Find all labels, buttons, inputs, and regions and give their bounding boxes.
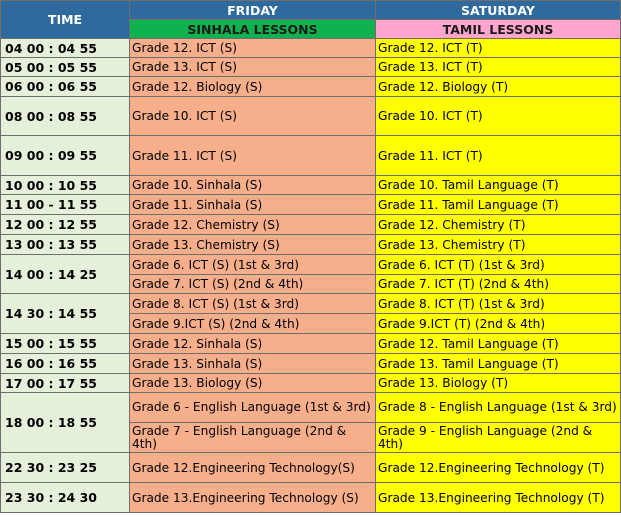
schedule-row: 15 00 : 15 55 Grade 12. Sinhala (S) Grade … [0, 333, 621, 354]
friday-lesson-cell: Grade 13. ICT (S) [129, 57, 376, 77]
friday-lesson-cell: Grade 6. ICT (S) (1st & 3rd) [129, 254, 376, 275]
saturday-lesson-cell: Grade 8 - English Language (1st & 3rd) [375, 392, 621, 423]
time-slot-cell: 15 00 : 15 55 [0, 333, 130, 354]
friday-lesson-cell: Grade 13. Chemistry (S) [129, 234, 376, 255]
friday-lesson-cell: Grade 8. ICT (S) (1st & 3rd) [129, 293, 376, 314]
time-slot-cell: 11 00 - 11 55 [0, 194, 130, 215]
schedule-row: 14 00 : 14 25 Grade 6. ICT (S) (1st & 3rd… [0, 254, 621, 294]
time-slot-cell: 14 30 : 14 55 [0, 293, 130, 334]
schedule-row: 06 00 : 06 55 Grade 12. Biology (S) Grade … [0, 76, 621, 97]
schedule-row: Grade 7. ICT (S) (2nd & 4th) Grade 7. ICT… [1, 274, 621, 294]
friday-lesson-cell: Grade 6 - English Language (1st & 3rd) [129, 392, 376, 423]
saturday-lesson-cell: Grade 13. ICT (T) [375, 57, 621, 77]
schedule-row: 05 00 : 05 55 Grade 13. ICT (S) Grade 13. … [0, 57, 621, 77]
schedule-row: 23 30 : 24 30 Grade 13.Engineering Techno… [0, 482, 621, 513]
time-slot-cell: 17 00 : 17 55 [0, 373, 130, 393]
saturday-lesson-cell: Grade 12. Tamil Language (T) [375, 333, 621, 354]
saturday-lesson-cell: Grade 13.Engineering Technology (T) [375, 482, 621, 513]
saturday-lesson-cell: Grade 10. Tamil Language (T) [375, 175, 621, 195]
time-slot-cell: 16 00 : 16 55 [0, 353, 130, 374]
time-slot-cell: 09 00 : 09 55 [0, 135, 130, 176]
friday-lesson-cell: Grade 10. ICT (S) [129, 96, 376, 136]
saturday-lesson-cell: Grade 12. Biology (T) [375, 76, 621, 97]
saturday-lesson-cell: Grade 12.Engineering Technology (T) [375, 452, 621, 483]
schedule-row: Grade 7 - English Language (2nd & 4th) Gr… [1, 422, 621, 453]
saturday-header: SATURDAY [375, 0, 621, 20]
friday-lesson-cell: Grade 13.Engineering Technology (S) [129, 482, 376, 513]
saturday-lesson-cell: Grade 13. Tamil Language (T) [375, 353, 621, 374]
schedule-row: 08 00 : 08 55 Grade 10. ICT (S) Grade 10. … [0, 96, 621, 136]
friday-lesson-cell: Grade 11. Sinhala (S) [129, 194, 376, 215]
schedule-row: 16 00 : 16 55 Grade 13. Sinhala (S) Grade … [0, 353, 621, 374]
saturday-lesson-cell: Grade 13. Biology (T) [375, 373, 621, 393]
schedule-row: 18 00 : 18 55 Grade 6 - English Language … [0, 392, 621, 453]
friday-lesson-cell: Grade 11. ICT (S) [129, 135, 376, 176]
schedule-row: Grade 9.ICT (S) (2nd & 4th) Grade 9.ICT (… [1, 313, 621, 334]
schedule-row: 12 00 : 12 55 Grade 12. Chemistry (S) Grad… [0, 214, 621, 235]
friday-lesson-cell: Grade 13. Biology (S) [129, 373, 376, 393]
friday-lesson-cell: Grade 12. Chemistry (S) [129, 214, 376, 235]
schedule-row: 17 00 : 17 55 Grade 13. Biology (S) Grade … [0, 373, 621, 393]
time-slot-cell: 06 00 : 06 55 [0, 76, 130, 97]
schedule-body: 04 00 : 04 55 Grade 12. ICT (S) Grade 12. … [0, 38, 621, 513]
schedule-row: 10 00 : 10 55 Grade 10. Sinhala (S) Grade … [0, 175, 621, 195]
time-slot-cell: 12 00 : 12 55 [0, 214, 130, 235]
schedule-row: 11 00 - 11 55 Grade 11. Sinhala (S) Grade … [0, 194, 621, 215]
tamil-lessons-header: TAMIL LESSONS [375, 19, 621, 39]
saturday-lesson-cell: Grade 10. ICT (T) [375, 96, 621, 136]
saturday-lesson-cell: Grade 6. ICT (T) (1st & 3rd) [375, 254, 621, 275]
friday-lesson-cell: Grade 12. Sinhala (S) [129, 333, 376, 354]
saturday-lesson-cell: Grade 9 - English Language (2nd & 4th) [375, 422, 621, 453]
saturday-lesson-cell: Grade 12. ICT (T) [375, 38, 621, 58]
time-slot-cell: 14 00 : 14 25 [0, 254, 130, 294]
schedule-row: 09 00 : 09 55 Grade 11. ICT (S) Grade 11. … [0, 135, 621, 176]
time-slot-cell: 18 00 : 18 55 [0, 392, 130, 453]
time-slot-cell: 05 00 : 05 55 [0, 57, 130, 77]
saturday-lesson-cell: Grade 12. Chemistry (T) [375, 214, 621, 235]
sinhala-lessons-header: SINHALA LESSONS [129, 19, 376, 39]
schedule-row: 14 30 : 14 55 Grade 8. ICT (S) (1st & 3rd… [0, 293, 621, 334]
time-header: TIME [0, 0, 130, 39]
friday-lesson-cell: Grade 7 - English Language (2nd & 4th) [129, 422, 376, 453]
time-slot-cell: 08 00 : 08 55 [0, 96, 130, 136]
saturday-lesson-cell: Grade 9.ICT (T) (2nd & 4th) [375, 313, 621, 334]
time-slot-cell: 13 00 : 13 55 [0, 234, 130, 255]
friday-lesson-cell: Grade 12. ICT (S) [129, 38, 376, 58]
friday-lesson-cell: Grade 13. Sinhala (S) [129, 353, 376, 374]
saturday-lesson-cell: Grade 11. ICT (T) [375, 135, 621, 176]
friday-header: FRIDAY [129, 0, 376, 20]
schedule-row: 04 00 : 04 55 Grade 12. ICT (S) Grade 12. … [0, 38, 621, 58]
time-slot-cell: 22 30 : 23 25 [0, 452, 130, 483]
schedule-row: 13 00 : 13 55 Grade 13. Chemistry (S) Grad… [0, 234, 621, 255]
saturday-lesson-cell: Grade 11. Tamil Language (T) [375, 194, 621, 215]
friday-lesson-cell: Grade 10. Sinhala (S) [129, 175, 376, 195]
friday-lesson-cell: Grade 12.Engineering Technology(S) [129, 452, 376, 483]
saturday-lesson-cell: Grade 7. ICT (T) (2nd & 4th) [375, 274, 621, 294]
time-slot-cell: 10 00 : 10 55 [0, 175, 130, 195]
saturday-lesson-cell: Grade 13. Chemistry (T) [375, 234, 621, 255]
time-slot-cell: 04 00 : 04 55 [0, 38, 130, 58]
time-slot-cell: 23 30 : 24 30 [0, 482, 130, 513]
friday-lesson-cell: Grade 9.ICT (S) (2nd & 4th) [129, 313, 376, 334]
friday-lesson-cell: Grade 7. ICT (S) (2nd & 4th) [129, 274, 376, 294]
schedule-row: 22 30 : 23 25 Grade 12.Engineering Techno… [0, 452, 621, 483]
saturday-lesson-cell: Grade 8. ICT (T) (1st & 3rd) [375, 293, 621, 314]
friday-lesson-cell: Grade 12. Biology (S) [129, 76, 376, 97]
